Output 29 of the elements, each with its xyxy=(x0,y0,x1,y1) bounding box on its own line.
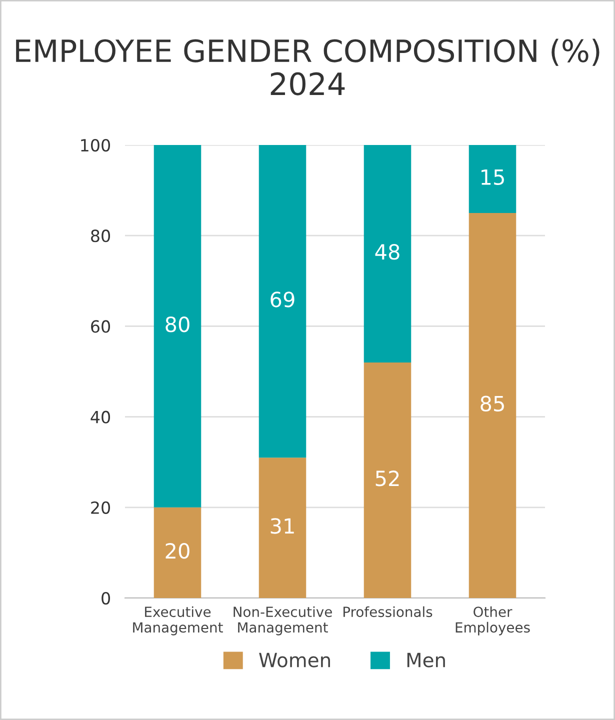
legend-label: Women xyxy=(259,652,330,668)
chart-title: EMPLOYEE GENDER COMPOSITION (%) 2024 xyxy=(16,38,600,96)
data-label: 52 xyxy=(376,470,399,486)
data-label: 80 xyxy=(166,316,190,332)
bar xyxy=(364,145,412,362)
x-tick-label: Professionals xyxy=(344,606,432,618)
data-label: 20 xyxy=(166,542,190,559)
data-label: 15 xyxy=(482,170,504,186)
x-tick-label: Executive Management xyxy=(133,606,223,636)
x-tick-label: Non-Executive Management xyxy=(234,606,332,636)
y-tick-label: 0 xyxy=(102,592,110,605)
bar xyxy=(364,362,412,598)
bar xyxy=(468,212,516,598)
y-tick-label: 20 xyxy=(91,501,110,514)
data-label: 85 xyxy=(480,396,504,412)
data-label: 31 xyxy=(270,518,294,534)
data-label: 48 xyxy=(375,244,400,260)
y-tick-label: 100 xyxy=(81,138,110,152)
bar xyxy=(154,145,202,508)
bar xyxy=(154,507,202,598)
legend-label: Men xyxy=(407,652,445,668)
y-tick-label: 80 xyxy=(91,230,110,242)
x-tick-label: Other Employees xyxy=(456,606,530,636)
y-tick-label: 40 xyxy=(90,410,110,424)
bar xyxy=(258,145,306,458)
data-label: 69 xyxy=(270,292,294,308)
bar xyxy=(468,145,516,213)
bar xyxy=(258,458,306,598)
y-tick-label: 60 xyxy=(91,320,110,333)
